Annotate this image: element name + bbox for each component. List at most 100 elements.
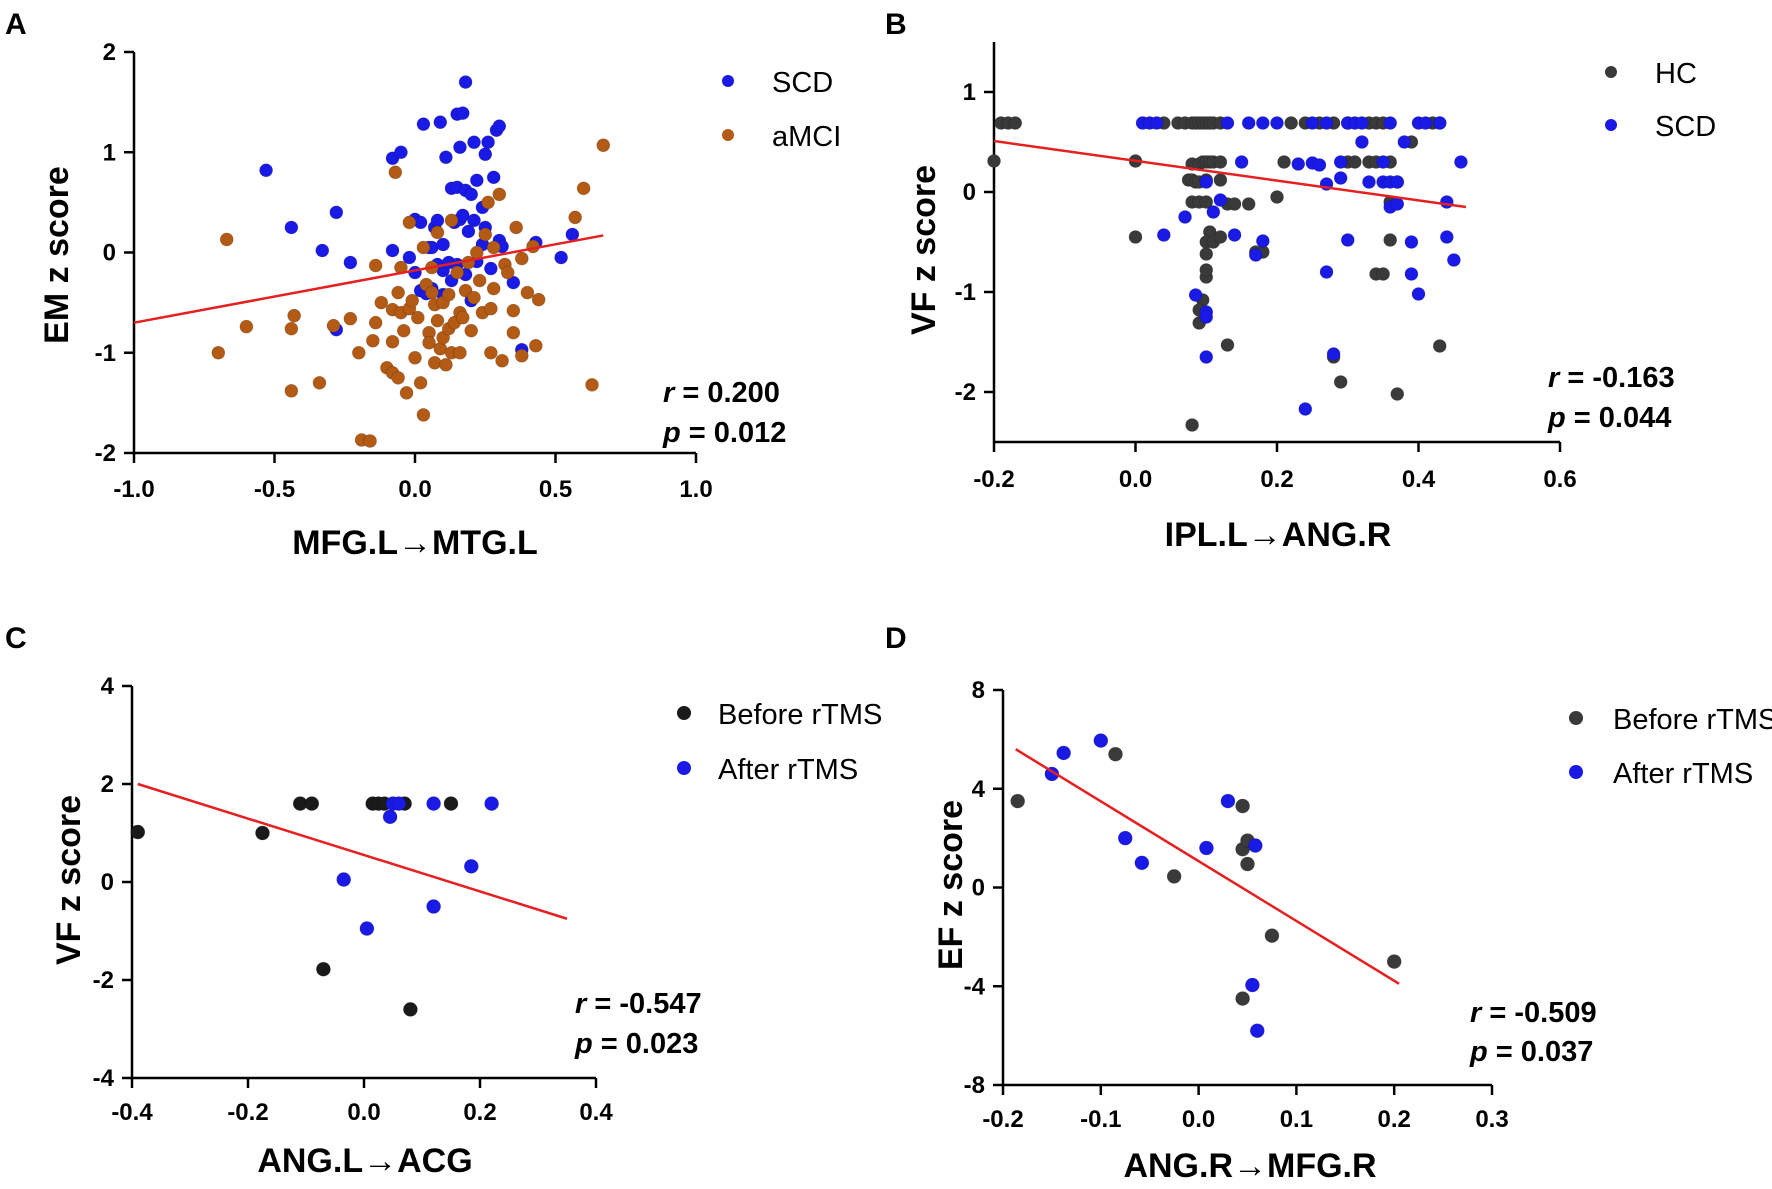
data-point-hc: [1008, 116, 1023, 130]
x-tick-label: 1.0: [679, 476, 712, 503]
data-point-amci: [385, 334, 400, 349]
y-tick-label: -4: [964, 973, 986, 1000]
legend-label-before-d: Before rTMS: [1613, 704, 1772, 736]
data-point-hc: [1376, 267, 1390, 281]
data-point-after-rtms: [426, 796, 441, 811]
stat-p-label: p: [574, 1028, 593, 1060]
data-point-amci: [455, 310, 470, 325]
data-point-scd: [453, 140, 467, 155]
data-point-amci: [326, 318, 341, 333]
y-axis-title-b: VF z score: [905, 165, 943, 335]
data-point-before-rtms: [443, 796, 459, 811]
data-point-amci: [219, 232, 234, 247]
y-tick-label: 0: [963, 179, 976, 206]
data-point-before-rtms: [1108, 746, 1123, 762]
data-point-amci: [495, 353, 509, 368]
data-point-scd: [455, 106, 470, 120]
legend-marker-before-d: [1569, 711, 1583, 725]
y-tick-label: -2: [955, 379, 976, 406]
data-point-before-rtms: [304, 796, 320, 811]
data-point-hc: [1277, 155, 1291, 169]
panel-b-stats: r = -0.163 p = 0.044: [1547, 362, 1675, 434]
data-point-amci: [484, 345, 498, 360]
data-point-amci: [450, 265, 464, 280]
data-point-scd: [1390, 175, 1405, 189]
data-point-hc: [1333, 375, 1348, 389]
data-point-scd: [1454, 155, 1468, 169]
x-tick-label: -0.5: [254, 476, 295, 503]
data-point-hc: [1185, 418, 1199, 432]
data-point-scd: [433, 115, 448, 129]
data-point-after-rtms: [426, 899, 441, 914]
data-point-scd: [436, 237, 450, 252]
legend-marker-amci: [722, 129, 734, 141]
data-point-after-rtms: [336, 872, 352, 887]
data-point-scd: [467, 213, 481, 228]
data-point-scd: [385, 243, 400, 258]
data-point-before-rtms: [1235, 798, 1250, 814]
data-point-amci: [478, 227, 493, 242]
data-point-scd: [1319, 116, 1334, 130]
data-point-scd: [430, 213, 445, 228]
data-point-before-rtms: [1166, 869, 1182, 884]
data-point-amci: [211, 345, 226, 360]
panel-d-plot: -0.2 -0.1 0.0 0.1 0.2 0.3 -8 -4 0 4 8: [964, 677, 1509, 1133]
data-point-after-rtms: [1056, 745, 1071, 761]
y-tick-label: 1: [963, 79, 976, 106]
data-point-amci: [343, 311, 358, 326]
y-tick-label: -4: [93, 1065, 115, 1092]
data-point-amci: [520, 285, 535, 300]
data-point-scd: [1355, 135, 1369, 149]
data-point-scd: [1157, 228, 1171, 242]
data-point-amci: [374, 295, 389, 310]
x-tick-label: -0.2: [227, 1099, 268, 1126]
x-tick-label: 0.0: [1119, 466, 1152, 493]
legend-marker-before: [677, 706, 691, 720]
y-tick-label: 8: [972, 677, 985, 704]
data-point-before-rtms: [1264, 928, 1280, 943]
data-point-amci: [239, 319, 254, 334]
stat-r-label: r: [1548, 362, 1561, 394]
legend-marker-scd: [722, 75, 734, 87]
y-tick-label: 0: [103, 240, 116, 267]
data-point-after-rtms: [484, 796, 499, 811]
x-tick-label: 0.0: [347, 1099, 380, 1126]
y-axis-title-d: EF z score: [932, 800, 970, 970]
data-point-after-rtms: [1199, 840, 1214, 856]
stat-p-value: = 0.044: [1566, 402, 1672, 434]
panel-letter-c: C: [5, 622, 27, 655]
x-tick-label: -0.4: [111, 1099, 153, 1126]
data-point-hc: [1383, 233, 1397, 247]
data-point-hc: [1270, 190, 1284, 204]
data-point-amci: [366, 333, 380, 348]
y-tick-label: -1: [955, 279, 976, 306]
x-axis-title-a: MFG.L→MTG.L: [292, 524, 538, 562]
data-point-scd: [1298, 402, 1313, 416]
data-point-scd: [481, 135, 495, 150]
data-point-hc: [1199, 247, 1214, 261]
data-point-amci: [441, 287, 456, 302]
data-point-scd: [1333, 155, 1348, 169]
data-point-before-rtms: [255, 825, 270, 841]
data-point-amci: [481, 195, 495, 210]
data-point-amci: [492, 187, 507, 202]
data-point-scd: [1234, 155, 1249, 169]
panel-letter-a: A: [5, 8, 27, 41]
data-point-scd: [492, 119, 507, 133]
stat-r-value: = -0.509: [1481, 997, 1596, 1029]
y-tick-label: 0: [101, 869, 114, 896]
data-point-amci: [391, 371, 405, 385]
data-point-scd: [1326, 347, 1341, 361]
data-point-scd: [1355, 116, 1369, 130]
data-point-scd: [1199, 350, 1214, 364]
stat-p-d: p = 0.037: [1469, 1036, 1593, 1068]
x-tick-label: -0.2: [982, 1106, 1023, 1133]
data-point-scd: [1149, 116, 1164, 130]
data-point-scd: [1178, 210, 1192, 224]
data-point-scd: [1199, 175, 1214, 189]
data-point-amci: [284, 384, 299, 398]
stat-r-value: = -0.163: [1559, 362, 1674, 394]
y-tick-label: 0: [972, 875, 985, 902]
legend-marker-after: [677, 761, 691, 775]
data-point-hc: [1213, 173, 1228, 187]
